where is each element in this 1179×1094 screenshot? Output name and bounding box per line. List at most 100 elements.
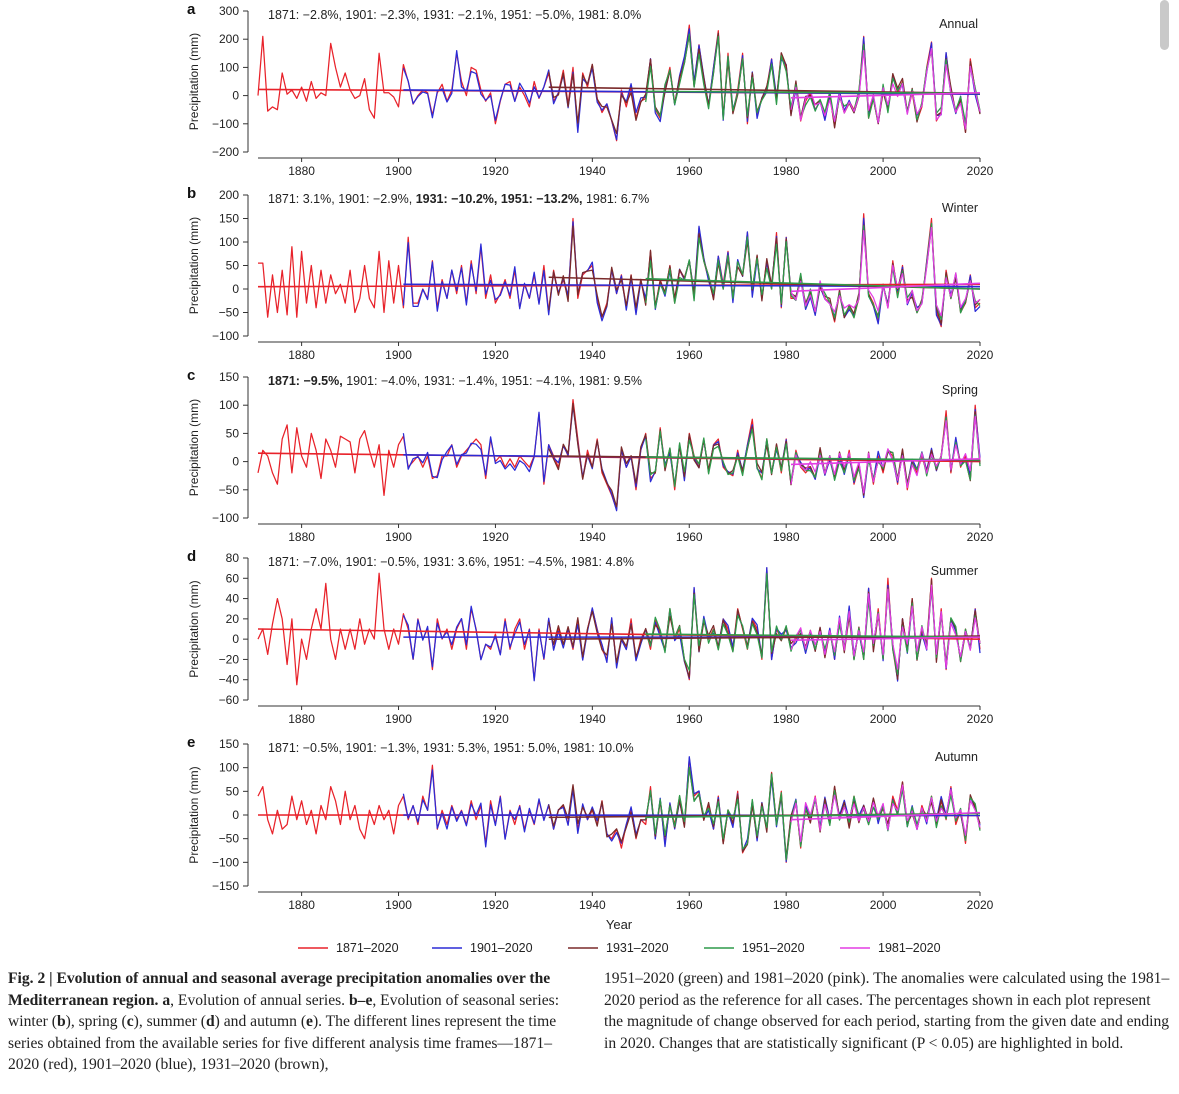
x-tick-label: 1880 [288,530,315,544]
caption-letter-be: b–e [348,991,373,1009]
stat-value: 1981: 6.7% [586,192,649,206]
x-tick-label: 1980 [773,712,800,726]
y-axis-label: Precipitation (mm) [187,399,201,496]
trend-line-1951–2020 [645,456,981,461]
x-tick-label: 1920 [482,712,509,726]
stat-value: 1951: −13.2%, [501,192,586,206]
stat-value: 1871: −2.8%, [268,8,346,22]
caption-text: ). The different lines represent the tim… [8,1013,557,1074]
series-line-1931–2020 [548,32,981,135]
y-tick-label: 0 [232,455,239,469]
stat-value: 1951: 5.0%, [493,741,563,755]
x-tick-label: 1880 [288,898,315,912]
x-tick-label: 1920 [482,164,509,178]
stat-value: 1981: 8.0% [578,8,641,22]
y-tick-label: 100 [219,235,239,249]
caption-paragraph-right: 1951–2020 (green) and 1981–2020 (pink). … [604,970,1170,1052]
trend-line-1951–2020 [645,90,981,95]
y-tick-label: 150 [219,370,239,384]
x-tick-label: 1960 [676,898,703,912]
trend-line-1951–2020 [645,633,981,638]
stat-value: 1901: −2.9%, [338,192,416,206]
y-tick-label: 60 [226,571,240,585]
x-tick-label: 1900 [385,348,412,362]
legend-label: 1951–2020 [742,941,805,955]
panel-b: −100 −50 0 50 100 150 200 1880 1900 1920 1940 1960 1… [187,185,994,362]
series-line-1981–2020 [790,47,981,130]
y-tick-label: 50 [226,426,240,440]
x-tick-label: 2000 [870,348,897,362]
panel-letter: a [187,1,196,18]
x-tick-label: 1940 [579,348,606,362]
stats-text: 1871: −7.0%, 1901: −0.5%, 1931: 3.6%, 19… [268,555,634,569]
legend: 1871–2020 1901–2020 1931–2020 1951–2020 1981… [298,941,941,955]
y-tick-label: −60 [219,693,240,707]
panel-e: −150 −100 −50 0 50 100 150 1880 1900 1920 1940 1960… [187,734,994,932]
x-tick-label: 1880 [288,164,315,178]
x-tick-label: 1920 [482,348,509,362]
caption-text: ), summer ( [133,1013,206,1031]
y-tick-label: 0 [232,89,239,103]
caption-paragraph: Fig. 2 | Evolution of annual and seasona… [8,968,582,1076]
x-tick-label: 1900 [385,530,412,544]
y-tick-label: 80 [226,551,240,565]
y-tick-label: −100 [212,511,239,525]
y-tick-label: −100 [212,329,239,343]
x-tick-label: 2000 [870,164,897,178]
stat-value: 1901: −4.0%, [346,374,424,388]
stat-value: 1931: −2.1%, [423,8,501,22]
y-tick-label: 0 [232,632,239,646]
stats-text: 1871: 3.1%, 1901: −2.9%, 1931: −10.2%, 1… [268,192,649,206]
x-tick-label: 1880 [288,348,315,362]
y-tick-label: 50 [226,784,240,798]
stat-value: 1871: −0.5%, [268,741,346,755]
x-tick-label: 1960 [676,530,703,544]
x-tick-label: 2000 [870,898,897,912]
y-axis-label: Precipitation (mm) [187,33,201,130]
x-tick-label: 1960 [676,712,703,726]
stats-text: 1871: −9.5%, 1901: −4.0%, 1931: −1.4%, 1… [268,374,642,388]
x-tick-label: 1940 [579,164,606,178]
series-line-1951–2020 [645,572,981,675]
caption-left: Fig. 2 | Evolution of annual and seasona… [8,968,582,1076]
season-label: Summer [931,564,978,578]
caption-title: Evolution of annual and seasonal average… [8,970,551,1009]
caption-text: , Evolution of annual series. [170,991,349,1009]
x-tick-label: 2000 [870,530,897,544]
panel-letter: c [187,367,195,384]
y-tick-label: 200 [219,188,239,202]
y-tick-label: 50 [226,259,240,273]
season-label: Spring [942,383,978,397]
y-tick-label: −200 [212,145,239,159]
stats-text: 1871: −0.5%, 1901: −1.3%, 1931: 5.3%, 19… [268,741,634,755]
trend-line-1981–2020 [790,91,981,99]
x-tick-label: 1900 [385,164,412,178]
x-tick-label: 2020 [967,530,994,544]
y-tick-label: −50 [219,832,240,846]
caption-letter-e: e [306,1013,313,1031]
panel-letter: d [187,548,196,565]
y-tick-label: −100 [212,117,239,131]
series-line-1931–2020 [548,224,981,325]
stat-value: 1871: −9.5%, [268,374,346,388]
trend-line-1951–2020 [645,277,981,290]
panel-letter: e [187,734,195,751]
stat-value: 1871: −7.0%, [268,555,346,569]
scrollbar-thumb[interactable] [1160,0,1169,50]
stats-text: 1871: −2.8%, 1901: −2.3%, 1931: −2.1%, 1… [268,8,641,22]
caption-text: , Evolution of seasonal series: winter ( [8,991,560,1031]
x-tick-label: 1940 [579,898,606,912]
y-tick-label: 0 [232,808,239,822]
y-tick-label: −20 [219,652,240,666]
panel-a: −200 −100 0 100 200 300 1880 1900 1920 1940 1960 19… [187,1,994,178]
x-tick-label: 1960 [676,164,703,178]
x-tick-label: 1980 [773,898,800,912]
y-tick-label: −50 [219,306,240,320]
y-tick-label: 100 [219,60,239,74]
stat-value: 1981: 10.0% [563,741,633,755]
caption-letter-a: a [162,991,171,1009]
stat-value: 1931: −10.2%, [416,192,501,206]
caption-text: ) and autumn ( [214,1013,307,1031]
legend-label: 1981–2020 [878,941,941,955]
y-axis-label: Precipitation (mm) [187,766,201,863]
